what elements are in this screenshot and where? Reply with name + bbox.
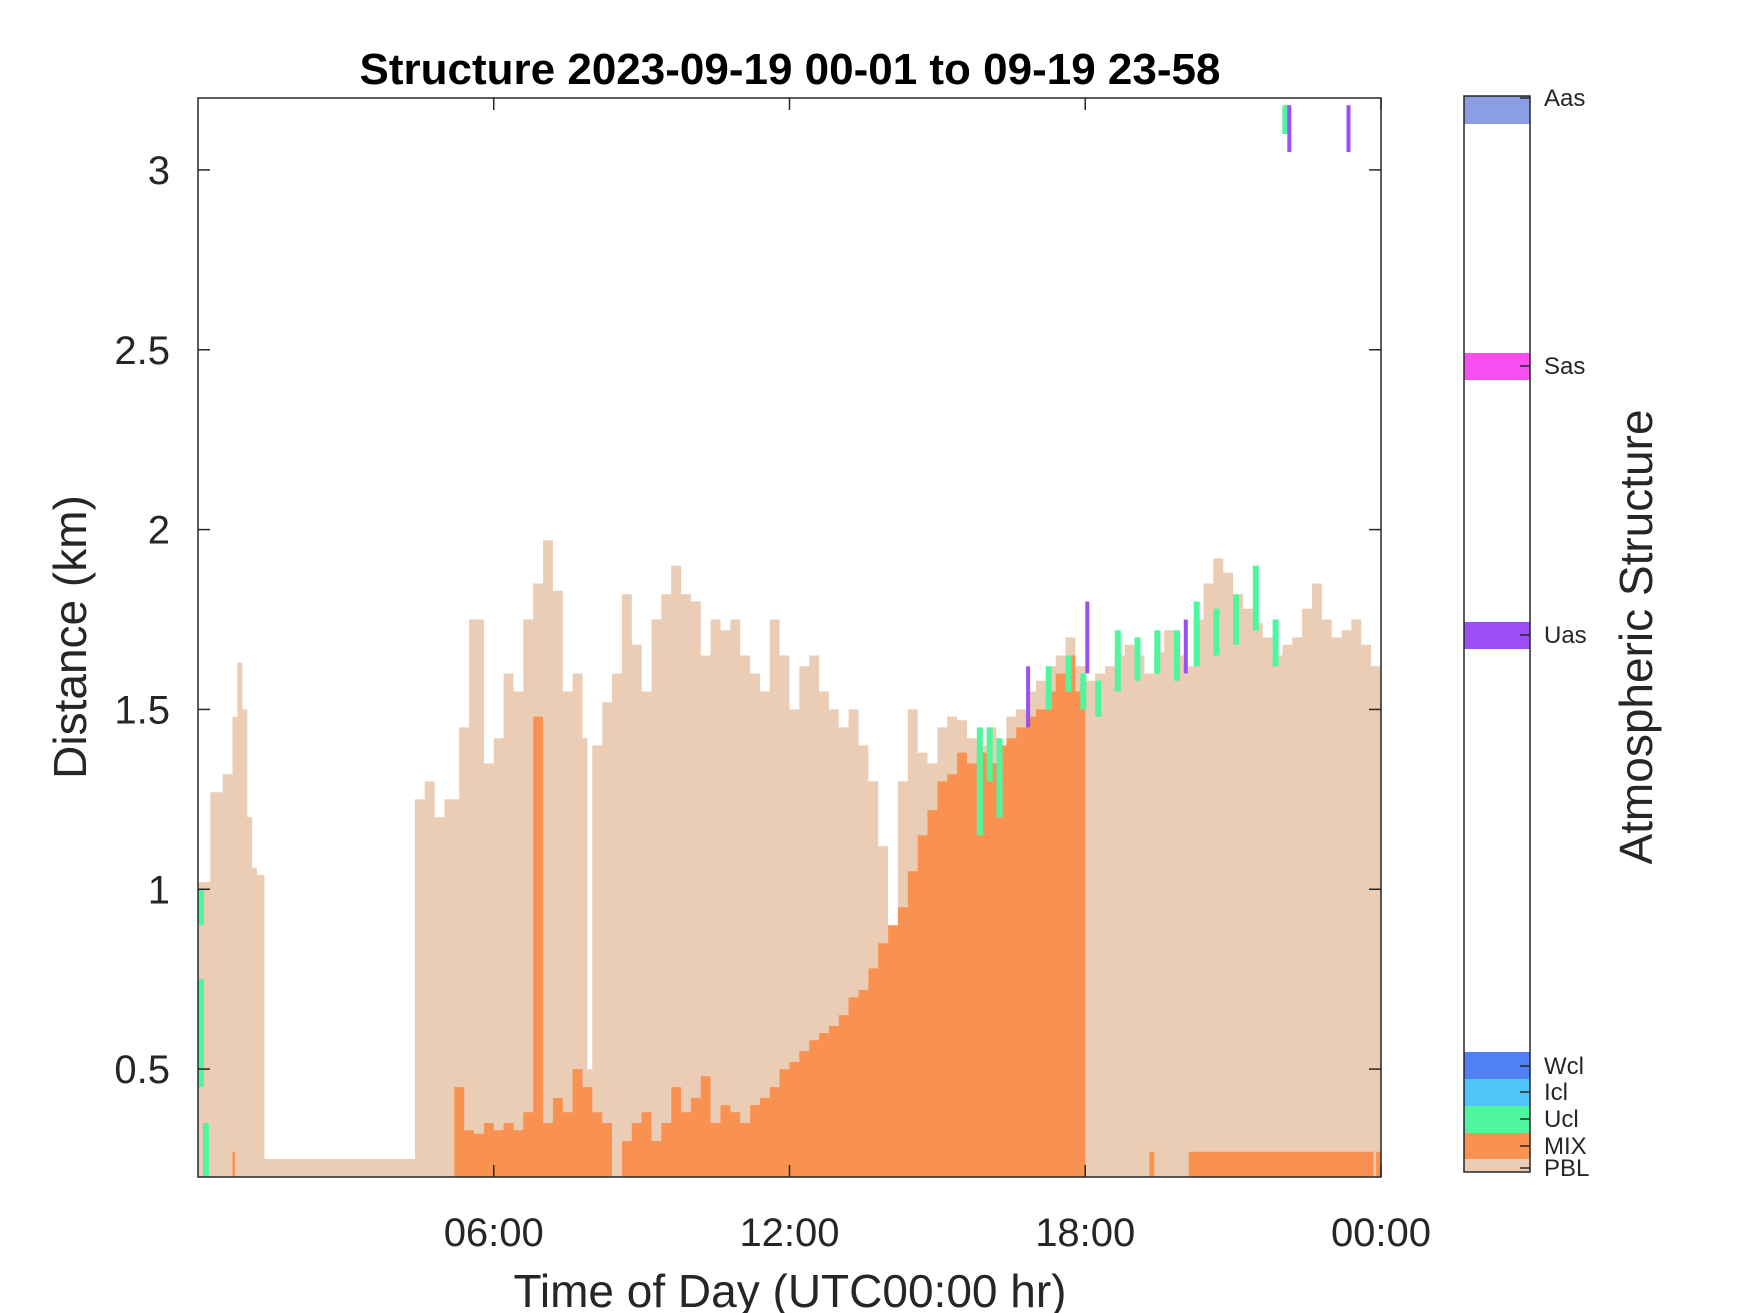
colorbar-label-icl: Icl xyxy=(1544,1079,1568,1106)
y-tick-label: 1 xyxy=(148,868,170,912)
x-tick-label: 12:00 xyxy=(739,1211,839,1255)
ucl-cell xyxy=(1114,630,1121,692)
x-axis: 06:00 12:00 18:00 00:00 xyxy=(444,98,1431,1255)
ucl-cell xyxy=(1045,666,1052,710)
colorbar-label-mix: MIX xyxy=(1544,1133,1587,1160)
y-tick-label: 2 xyxy=(148,509,170,553)
ucl-cell xyxy=(1282,105,1289,134)
colorbar-label-wcl: Wcl xyxy=(1544,1053,1584,1080)
chart-title: Structure 2023-09-19 00-01 to 09-19 23-5… xyxy=(360,45,1221,94)
ucl-cell xyxy=(1134,637,1141,681)
ucl-cell xyxy=(1193,601,1200,667)
x-tick-label: 06:00 xyxy=(444,1211,544,1255)
colorbar-band-icl xyxy=(1464,1079,1530,1106)
y-axis-label: Distance (km) xyxy=(44,495,96,779)
ucl-cell xyxy=(996,738,1003,818)
colorbar-band-wcl xyxy=(1464,1052,1530,1079)
y-tick-label: 0.5 xyxy=(114,1048,170,1092)
ucl-cell xyxy=(986,727,993,782)
colorbar-band-sas xyxy=(1464,353,1530,380)
colorbar-label-sas: Sas xyxy=(1544,353,1585,380)
colorbar-label: Atmospheric Structure xyxy=(1610,409,1662,864)
ucl-cell xyxy=(1154,630,1161,674)
ucl-cell xyxy=(1272,619,1279,667)
colorbar-label-aas: Aas xyxy=(1544,85,1585,112)
colorbar-band-ucl xyxy=(1464,1106,1530,1133)
x-tick-label: 18:00 xyxy=(1035,1211,1135,1255)
colorbar-label-uas: Uas xyxy=(1544,622,1587,649)
ucl-cell xyxy=(1252,565,1259,631)
ucl-cell xyxy=(198,889,204,926)
colorbar-band-aas xyxy=(1464,96,1530,124)
uas-cell xyxy=(1085,601,1090,674)
colorbar-label-ucl: Ucl xyxy=(1544,1106,1579,1133)
ucl-cell xyxy=(1095,680,1102,717)
uas-cell xyxy=(1026,666,1031,728)
ucl-cell xyxy=(1174,630,1180,681)
x-axis-label: Time of Day (UTC00:00 hr) xyxy=(514,1265,1067,1313)
ucl-cell xyxy=(1213,608,1220,656)
structure-data-layer xyxy=(198,105,1381,1177)
colorbar-band-mix xyxy=(1464,1133,1530,1159)
y-tick-label: 3 xyxy=(148,149,170,193)
ucl-cell xyxy=(202,1123,209,1177)
ucl-cell xyxy=(1065,655,1072,692)
x-tick-label: 00:00 xyxy=(1331,1211,1431,1255)
mix-region xyxy=(198,655,1381,1177)
ucl-cell xyxy=(198,979,204,1088)
colorbar-band-uas xyxy=(1464,622,1530,649)
ucl-cell xyxy=(1233,594,1240,645)
uas-cell xyxy=(1287,105,1292,152)
y-axis: 0.5 1 1.5 2 2.5 3 xyxy=(114,149,1381,1092)
y-tick-label: 2.5 xyxy=(114,329,170,373)
colorbar-band-pbl xyxy=(1464,1159,1530,1172)
colorbar-frame xyxy=(1463,95,1531,1173)
y-tick-label: 1.5 xyxy=(114,688,170,732)
colorbar-label-pbl: PBL xyxy=(1544,1155,1589,1182)
uas-cell xyxy=(1183,619,1188,674)
ucl-cell xyxy=(976,727,983,836)
uas-cell xyxy=(1346,105,1351,152)
ucl-cell xyxy=(1080,673,1087,710)
